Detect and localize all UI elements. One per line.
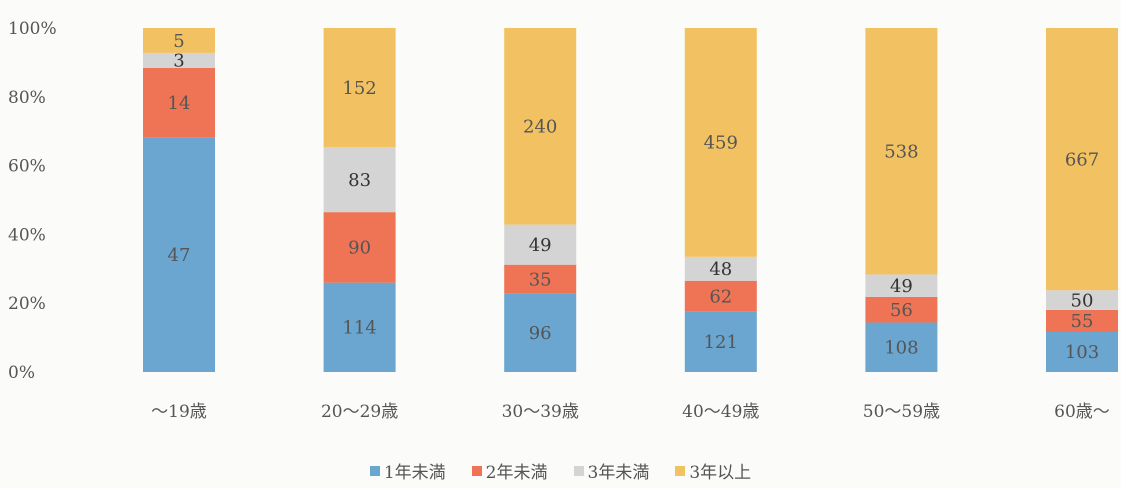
y-tick-label: 60% xyxy=(8,157,46,177)
x-axis: ～19歳 20～29歳 30～39歳 40～49歳 50～59歳 60歳～ xyxy=(151,402,1110,422)
data-label: 667 xyxy=(1065,149,1099,170)
stacked-bar-chart: 0%20%40%60%80%100% 471435114908315296354… xyxy=(8,19,1118,422)
bar-segment xyxy=(504,264,577,294)
legend-label: 3年以上 xyxy=(689,463,752,483)
data-label: 50 xyxy=(1071,290,1094,311)
data-label: 5 xyxy=(173,31,184,52)
bar-segment xyxy=(1046,290,1118,310)
bar-segment xyxy=(1046,331,1118,372)
legend-swatch xyxy=(573,465,584,476)
bar-segment xyxy=(323,147,396,213)
bar-segment xyxy=(684,28,757,257)
bars: 47 14 35 114 90 83 152 96 35 49 240 121 62 48 459 108 56… xyxy=(143,28,1118,372)
data-label: 56 xyxy=(890,300,913,321)
bar-segment xyxy=(865,274,938,297)
legend-item: 1年未満 xyxy=(369,458,446,483)
y-tick-label: 20% xyxy=(8,294,46,314)
data-label: 55 xyxy=(1071,311,1094,332)
legend-swatch xyxy=(675,465,686,476)
bar-segment xyxy=(1046,309,1118,332)
bar-segment xyxy=(684,280,757,312)
bar-segment xyxy=(865,322,938,372)
bar-segment xyxy=(143,52,215,68)
data-label: 35 xyxy=(529,269,552,290)
data-label: 96 xyxy=(529,323,552,344)
data-label: 114 xyxy=(342,318,376,339)
bar-segment xyxy=(143,67,215,138)
data-label: 240 xyxy=(523,117,557,138)
legend-label: 3年未満 xyxy=(587,463,650,483)
y-tick-label: 100% xyxy=(8,19,57,39)
legend-swatch xyxy=(471,465,482,476)
data-label: 103 xyxy=(1065,342,1099,363)
bar-segment xyxy=(143,137,215,372)
bar-segment xyxy=(323,282,396,372)
bar-segment xyxy=(504,28,577,225)
data-label: 49 xyxy=(529,235,552,256)
legend-label: 1年未満 xyxy=(383,463,446,483)
data-label: 48 xyxy=(709,259,732,280)
data-label: 3 xyxy=(173,51,184,72)
y-tick-label: 0% xyxy=(8,363,35,383)
data-label: 538 xyxy=(884,142,918,163)
data-label: 62 xyxy=(709,287,732,308)
bar-segment xyxy=(1046,28,1118,291)
legend-swatch xyxy=(369,465,380,476)
bar-segment xyxy=(323,212,396,283)
x-tick-label: 40～49歳 xyxy=(682,402,759,422)
bar-segment xyxy=(504,224,577,265)
legend-item: 3年以上 xyxy=(675,458,751,483)
data-label: 47 xyxy=(168,245,191,266)
data-label: 108 xyxy=(884,338,918,359)
bar-segment xyxy=(684,311,757,372)
bar-segment xyxy=(323,28,396,148)
y-axis: 0% 20% 40% 60% 80% 100% xyxy=(8,19,57,383)
legend-item: 3年未満 xyxy=(573,458,650,483)
bar-segment xyxy=(865,28,938,275)
bar-segment xyxy=(143,28,215,53)
legend-item: 2年未満 xyxy=(471,458,548,483)
x-tick-label: 30～39歳 xyxy=(502,402,579,422)
data-label: 459 xyxy=(704,133,738,154)
x-tick-label: 60歳～ xyxy=(1054,402,1110,422)
x-tick-label: 20～29歳 xyxy=(321,402,398,422)
bar-segment xyxy=(865,296,938,323)
y-tick-label: 40% xyxy=(8,225,46,245)
data-label: 49 xyxy=(890,276,913,297)
data-label: 121 xyxy=(704,332,738,353)
legend-label: 2年未満 xyxy=(485,463,548,483)
data-label: 83 xyxy=(348,170,371,191)
data-label: 152 xyxy=(342,78,376,99)
x-tick-label: 50～59歳 xyxy=(863,402,940,422)
y-tick-label: 80% xyxy=(8,88,46,108)
bar-segment xyxy=(684,256,757,281)
data-label: 14 xyxy=(168,93,191,114)
data-label: 90 xyxy=(348,238,371,259)
bar-segment xyxy=(504,293,577,372)
legend: 1年未満 2年未満 3年未満 3年以上 xyxy=(0,458,1121,483)
x-tick-label: ～19歳 xyxy=(151,402,207,422)
